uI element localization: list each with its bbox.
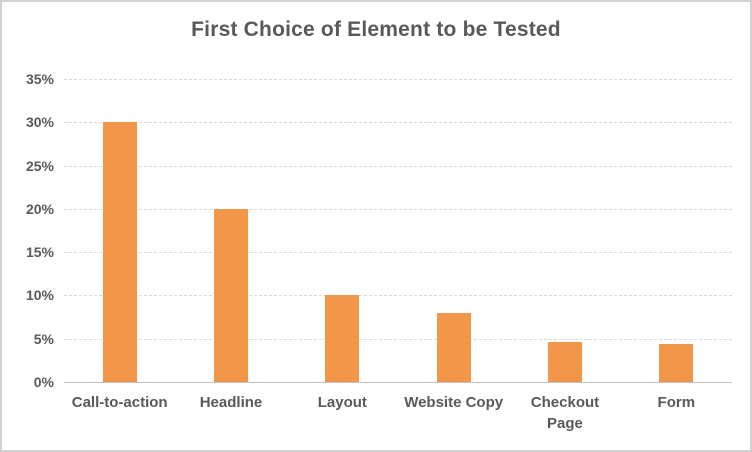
- gridline: [64, 79, 732, 80]
- x-axis-label: Layout: [317, 394, 367, 411]
- y-axis-labels: 0% 5% 10% 15% 20% 25% 30% 35%: [2, 71, 54, 390]
- chart-title: First Choice of Element to be Tested: [191, 18, 561, 41]
- x-axis-label: Website Copy: [404, 394, 504, 411]
- y-tick-label: 30%: [25, 114, 54, 131]
- plot-area: [64, 79, 732, 383]
- y-tick-label: 20%: [25, 200, 54, 217]
- x-axis-labels: Call-to-action Headline Layout Website Copy…: [64, 392, 732, 434]
- y-tick-label: 10%: [25, 287, 54, 304]
- bar-checkout-page: [547, 342, 582, 382]
- bar-column: [287, 79, 398, 382]
- gridline: [64, 252, 732, 254]
- x-axis-line: [64, 382, 732, 383]
- x-axis-label: Call-to-action: [71, 394, 168, 411]
- bar-column: [175, 79, 286, 382]
- y-tick-label: 15%: [25, 244, 54, 261]
- x-axis-label: Headline: [199, 394, 263, 411]
- gridline: [64, 165, 732, 167]
- gridline: [64, 295, 732, 297]
- x-axis-label: Form: [657, 394, 696, 411]
- bar-column: [509, 79, 620, 382]
- gridline: [64, 122, 732, 124]
- x-axis-label: Checkout Page: [530, 394, 600, 432]
- bars-row: [64, 79, 732, 382]
- bar-column: [621, 79, 732, 382]
- bar-column: [64, 79, 175, 382]
- bar-column: [398, 79, 509, 382]
- y-tick-label: 0%: [33, 374, 54, 390]
- bar-headline: [213, 208, 248, 382]
- gridline: [64, 208, 732, 210]
- bar-form: [659, 343, 694, 382]
- gridline: [64, 338, 732, 340]
- y-tick-label: 35%: [25, 71, 54, 87]
- bar-call-to-action: [102, 122, 137, 382]
- y-tick-label: 5%: [33, 330, 54, 347]
- bar-website-copy: [436, 312, 471, 382]
- y-tick-label: 25%: [25, 157, 54, 174]
- bar-layout: [325, 295, 360, 382]
